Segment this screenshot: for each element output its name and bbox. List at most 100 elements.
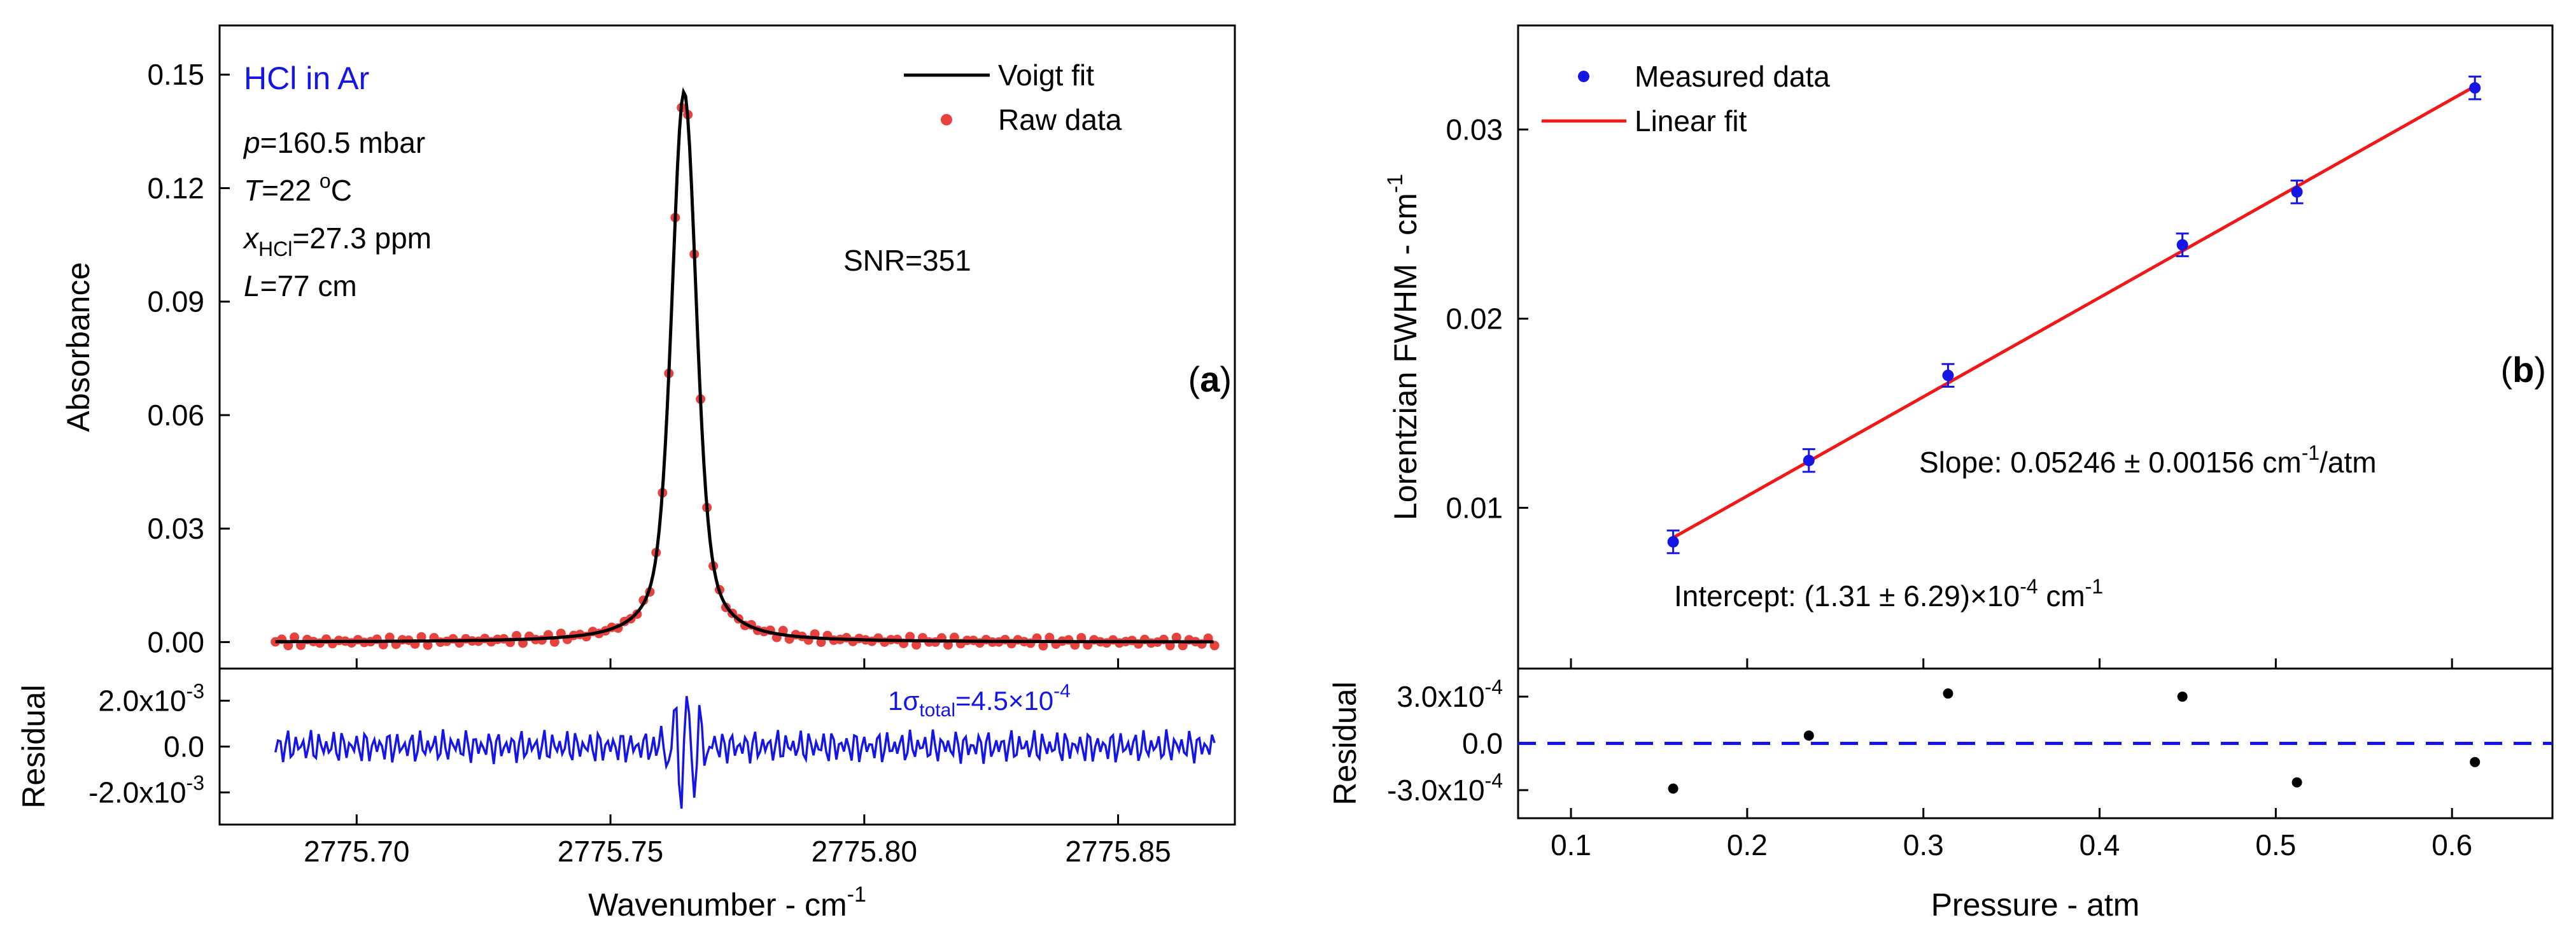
x-axis-title-a: Wavenumber - cm-1 <box>588 883 866 923</box>
y-tick-label-a: 0.12 <box>147 171 204 204</box>
intercept-unit-exponent: -1 <box>2085 575 2103 598</box>
residual-trace-a <box>274 696 1216 809</box>
residual-y-tick-label-b: -3.0x10-4 <box>1387 769 1503 807</box>
slope-unit: /atm <box>2319 446 2376 479</box>
y-tick-label-a: 0.06 <box>147 399 204 432</box>
tick-label-base: 0.0 <box>164 730 204 763</box>
residual-point <box>2291 777 2302 788</box>
residual-y-tick-label-a: 2.0x10-3 <box>98 679 204 717</box>
residual-y-tick-label-a: 0.0 <box>164 730 204 763</box>
residual-point <box>1668 783 1679 794</box>
tick-label-exponent: -3 <box>187 679 204 702</box>
sigma-value: =4.5×10 <box>955 686 1053 716</box>
panel-b: 0.010.020.030.1 0.2 0.3 0.4 0.5 0.6-3.0x10-40… <box>1327 24 2554 923</box>
y-tick-label-b: 0.01 <box>1446 492 1503 525</box>
intercept-text: Intercept: (1.31 ± 6.29)×10 <box>1674 579 2020 613</box>
residual-point <box>2470 756 2481 767</box>
raw-data-point <box>423 640 433 650</box>
raw-data-point <box>905 632 915 642</box>
condition-value: =77 cm <box>260 269 357 302</box>
raw-data-point <box>911 640 922 650</box>
x-axis-title-exponent: -1 <box>847 883 866 907</box>
tick-label-base: 3.0x10 <box>1397 680 1484 713</box>
y-tick-label-b: 0.02 <box>1446 302 1503 335</box>
x-tick-label-a: 2775.70 <box>304 835 409 868</box>
slope-text: Slope: 0.05246 ± 0.00156 cm <box>1919 446 2302 479</box>
condition-unit: C <box>331 174 352 207</box>
raw-data-point <box>1171 632 1181 642</box>
tick-label-base: 2.0x10 <box>98 684 186 717</box>
x-tick-label-b: 0.2 <box>1727 828 1768 861</box>
x-tick-label-a: 2775.80 <box>812 835 917 868</box>
panel-letter-a: a <box>1200 359 1220 399</box>
measured-data-point <box>1803 455 1815 467</box>
x-tick-label-b: 0.1 <box>1551 828 1591 861</box>
residual-point <box>2177 691 2188 702</box>
condition-value: =160.5 mbar <box>260 126 426 159</box>
y-tick-label-b: 0.03 <box>1446 113 1503 146</box>
y-axis-title-b: Lorentzian FWHM - cm-1 <box>1383 174 1423 520</box>
y-axis-title-base: Lorentzian FWHM - cm <box>1388 193 1423 520</box>
sigma-exponent: -4 <box>1053 681 1071 702</box>
paren-close: ) <box>1220 359 1232 399</box>
legend-label-raw: Raw data <box>998 103 1122 136</box>
sigma-prefix: 1σ <box>888 686 919 716</box>
condition-line: xHCl=27.3 ppm <box>243 222 432 260</box>
legend-label-voigt: Voigt fit <box>998 59 1094 92</box>
intercept-exponent: -4 <box>2020 575 2038 598</box>
condition-value: =22 <box>262 174 320 207</box>
residual-point <box>1943 688 1953 699</box>
legend-label-measured: Measured data <box>1635 60 1830 93</box>
tick-label-exponent: -3 <box>187 772 204 795</box>
y-tick-label-a: 0.03 <box>147 512 204 545</box>
panel-label-a: (a) <box>1188 359 1232 399</box>
legend-swatch-raw <box>941 114 952 125</box>
panel-a: 0.00 0.03 0.06 0.09 0.12 0.15 2775.70 2775.75 27… <box>16 24 1236 923</box>
x-tick-label-a: 2775.85 <box>1065 835 1171 868</box>
measured-data-point <box>2176 239 2188 251</box>
paren-open: ( <box>1188 359 1200 399</box>
x-tick-label-b: 0.3 <box>1903 828 1944 861</box>
raw-data-point <box>416 632 426 642</box>
slope-annotation: Slope: 0.05246 ± 0.00156 cm-1/atm <box>1919 441 2377 479</box>
measured-data-point <box>2291 186 2303 198</box>
measured-data-point <box>2469 82 2481 94</box>
condition-subscript: HCl <box>258 238 292 260</box>
residual-sigma-label: 1σtotal=4.5×10-4 <box>888 681 1071 721</box>
x-tick-label-b: 0.4 <box>2080 828 2120 861</box>
y-axis-title-a: Absorbance <box>60 262 96 432</box>
voigt-fit-line <box>275 87 1214 644</box>
condition-variable: p <box>243 126 260 159</box>
residual-axis-title-b: Residual <box>1327 681 1363 805</box>
raw-data-series <box>271 103 1220 651</box>
condition-variable: T <box>244 174 264 207</box>
condition-line: T=22 oC <box>244 169 352 207</box>
y-tick-label-a: 0.00 <box>147 625 204 658</box>
x-axis-title-base: Wavenumber - cm <box>588 887 847 923</box>
condition-value: =27.3 ppm <box>292 222 432 255</box>
x-tick-label-b: 0.6 <box>2432 828 2472 861</box>
snr-label: SNR=351 <box>843 244 971 277</box>
intercept-annotation: Intercept: (1.31 ± 6.29)×10-4 cm-1 <box>1674 575 2103 613</box>
residual-axis-title-a: Residual <box>16 684 52 809</box>
condition-variable: L <box>244 269 260 302</box>
legend-swatch-measured <box>1578 71 1589 82</box>
x-axis-title-b: Pressure - atm <box>1931 887 2140 923</box>
panel-title-a: HCl in Ar <box>244 60 369 96</box>
condition-line: p=160.5 mbar <box>243 126 425 159</box>
raw-data-point <box>549 637 560 647</box>
tick-label-exponent: -4 <box>1485 769 1503 792</box>
panel-letter-b: b <box>2512 350 2534 390</box>
x-tick-label-b: 0.5 <box>2255 828 2296 861</box>
condition-variable: x <box>243 222 260 255</box>
panel-label-b: (b) <box>2500 350 2546 390</box>
sigma-subscript: total <box>919 700 955 721</box>
tick-label-base: -3.0x10 <box>1387 774 1484 807</box>
residual-y-tick-label-a: -2.0x10-3 <box>88 772 204 809</box>
measured-data-point <box>1667 535 1679 548</box>
y-tick-label-a: 0.15 <box>147 58 204 91</box>
y-tick-label-a: 0.09 <box>147 285 204 318</box>
paren-open: ( <box>2500 350 2512 390</box>
tick-label-base: -2.0x10 <box>88 776 186 809</box>
